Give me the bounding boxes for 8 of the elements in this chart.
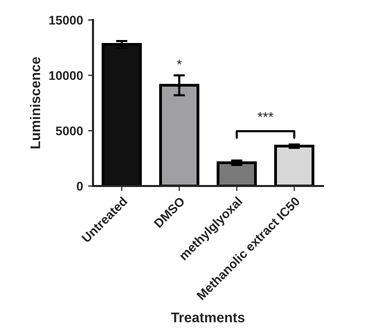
annotation: * [176, 60, 182, 64]
annotation: *** [258, 112, 274, 118]
x-axis-title: Treatments [171, 312, 244, 322]
y-tick-label: 0 [76, 182, 83, 191]
y-tick-label: 5000 [56, 126, 83, 136]
y-tick-label: 15000 [49, 16, 83, 25]
y-tick-label: 10000 [49, 71, 83, 80]
y-axis-title: Luminiscence [30, 57, 40, 148]
